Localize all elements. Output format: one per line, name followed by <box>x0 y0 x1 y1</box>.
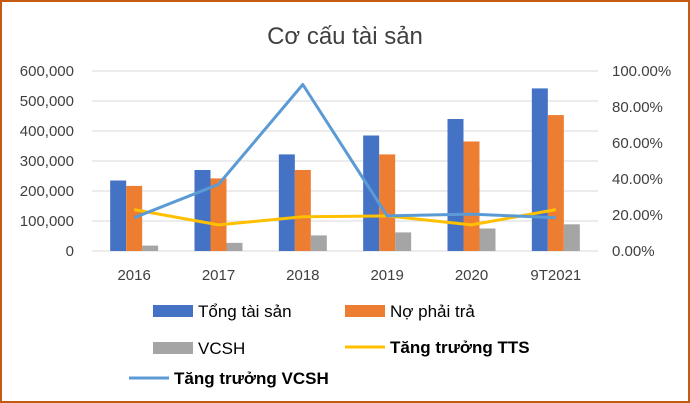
y-right-tick-label: 80.00% <box>612 99 663 116</box>
x-tick-label: 2020 <box>455 267 488 284</box>
legend-label-vcsh: VCSH <box>198 339 245 358</box>
legend-label-tong-tai-san: Tổng tài sản <box>198 302 292 321</box>
y-left-tick-label: 300,000 <box>20 153 74 170</box>
bar-tong-tai-san <box>531 88 548 252</box>
grid <box>92 70 598 252</box>
line-tang-truong-tts <box>133 208 557 227</box>
bars <box>110 88 580 252</box>
axes: 0 100,000 200,000 300,000 400,000 500,000 600,… <box>20 63 671 284</box>
bar-no-phai-tra <box>210 178 227 251</box>
lines <box>133 83 557 227</box>
x-tick-label: 2019 <box>370 267 403 284</box>
legend-swatch-no-phai-tra <box>345 305 385 317</box>
legend-label-no-phai-tra: Nợ phải trả <box>390 302 475 321</box>
bar-tong-tai-san <box>110 180 127 251</box>
bar-vcsh <box>310 235 327 251</box>
x-tick-label: 2016 <box>117 267 150 284</box>
x-tick-label: 2018 <box>286 267 319 284</box>
x-tick-label: 2017 <box>202 267 235 284</box>
y-left-tick-label: 500,000 <box>20 93 74 110</box>
y-left-tick-label: 0 <box>66 243 74 260</box>
legend-label-tang-truong-vcsh: Tăng trưởng VCSH <box>174 369 329 388</box>
y-right-tick-label: 40.00% <box>612 171 663 188</box>
bar-tong-tai-san <box>194 170 211 251</box>
line-tang-truong-vcsh <box>133 83 556 220</box>
bar-no-phai-tra <box>547 115 564 251</box>
legend-label-tang-truong-tts: Tăng trưởng TTS <box>390 338 530 357</box>
y-right-tick-label: 100.00% <box>612 63 671 80</box>
bar-vcsh <box>395 232 412 251</box>
bar-no-phai-tra <box>463 141 480 251</box>
bar-vcsh <box>563 224 580 251</box>
bar-vcsh <box>479 228 496 251</box>
bar-no-phai-tra <box>294 170 311 251</box>
y-right-tick-label: 0.00% <box>612 243 655 260</box>
y-right-tick-label: 20.00% <box>612 207 663 224</box>
legend-swatch-vcsh <box>153 342 193 354</box>
legend: Tổng tài sản Nợ phải trả VCSH Tăng trưởn… <box>129 302 530 388</box>
y-left-tick-label: 200,000 <box>20 183 74 200</box>
y-left-tick-label: 400,000 <box>20 123 74 140</box>
bar-tong-tai-san <box>278 154 295 251</box>
legend-swatch-tong-tai-san <box>153 305 193 317</box>
y-right-tick-label: 60.00% <box>612 135 663 152</box>
bar-no-phai-tra <box>379 154 396 251</box>
y-left-tick-label: 600,000 <box>20 63 74 80</box>
bar-vcsh <box>226 242 243 251</box>
bar-no-phai-tra <box>126 185 143 251</box>
bar-tong-tai-san <box>447 119 464 251</box>
x-tick-label: 9T2021 <box>530 267 581 284</box>
bar-vcsh <box>142 245 159 251</box>
y-left-tick-label: 100,000 <box>20 213 74 230</box>
chart-title: Cơ cấu tài sản <box>267 23 423 50</box>
